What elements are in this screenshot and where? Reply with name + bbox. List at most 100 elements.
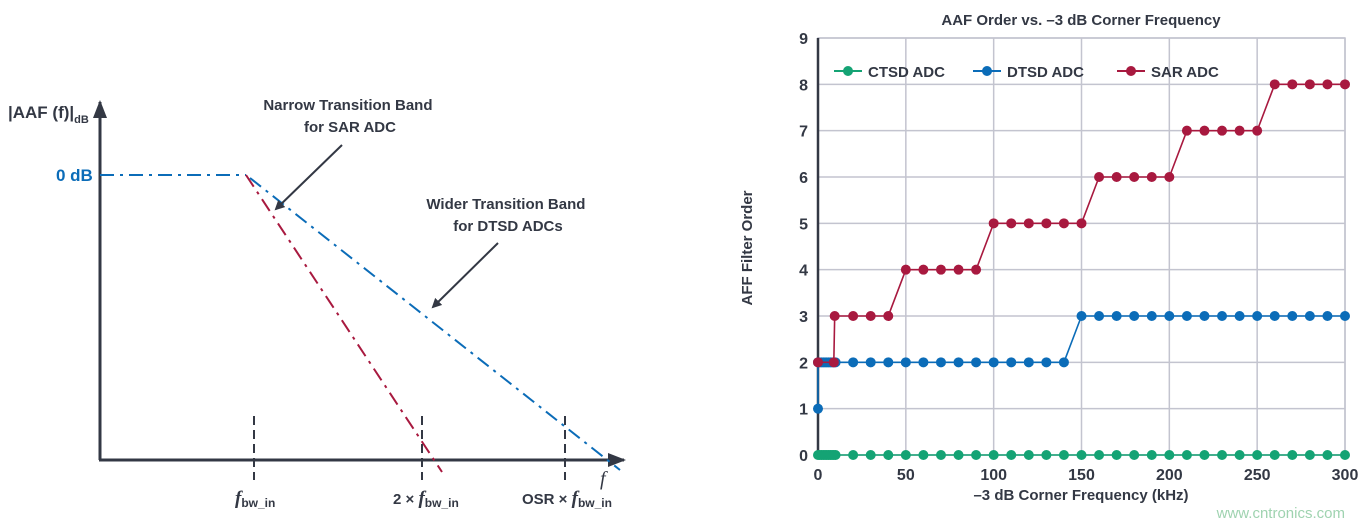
data-point <box>1322 450 1333 460</box>
data-point <box>830 450 841 460</box>
data-point <box>1129 172 1140 182</box>
aaf-order-chart: AAF Order vs. –3 dB Corner Frequency 0 1 2… <box>739 12 1358 504</box>
data-point <box>1076 311 1087 321</box>
data-point <box>1164 172 1175 182</box>
data-point <box>813 357 823 368</box>
data-point <box>953 450 964 460</box>
data-point <box>1076 218 1087 229</box>
series-sar-adc <box>813 79 1350 368</box>
y-tick-label: 5 <box>799 216 808 233</box>
wider-band-arrow <box>431 242 499 309</box>
data-point <box>1129 311 1140 321</box>
data-point <box>935 264 946 275</box>
x-tick-label: 50 <box>897 467 915 484</box>
legend-label: CTSD ADC <box>868 64 945 81</box>
data-point <box>1322 79 1333 90</box>
legend-item: SAR ADC <box>1117 64 1219 81</box>
data-point <box>1322 311 1333 321</box>
data-point <box>1006 357 1017 368</box>
tick-label-osr-fbw: OSR × fbw_in <box>522 488 612 510</box>
data-point <box>1217 450 1228 460</box>
data-point <box>1269 450 1280 460</box>
data-point <box>829 311 840 321</box>
chart-ticks: 0 1 2 3 4 5 6 7 8 9 0 50 100 150 200 250 300 <box>799 31 1358 484</box>
data-point <box>1129 450 1140 460</box>
y-tick-label: 2 <box>799 355 808 372</box>
data-point <box>1023 450 1034 460</box>
data-point <box>848 450 859 460</box>
data-point <box>883 311 894 321</box>
y-tick-label: 3 <box>799 309 808 326</box>
data-point <box>971 357 982 368</box>
x-tick-label: 250 <box>1244 467 1271 484</box>
data-point <box>988 357 999 368</box>
data-point <box>1146 172 1157 182</box>
legend-label: DTSD ADC <box>1007 64 1084 81</box>
data-point <box>1304 79 1315 90</box>
data-point <box>1287 311 1298 321</box>
legend-swatch-marker <box>843 66 853 76</box>
data-point <box>918 264 929 275</box>
series-ctsd-adc <box>813 450 1350 460</box>
data-point <box>1252 125 1263 136</box>
y-tick-label: 4 <box>799 263 808 280</box>
legend-label: SAR ADC <box>1151 64 1219 81</box>
data-point <box>1269 311 1280 321</box>
data-point <box>1287 79 1298 90</box>
data-point <box>1111 450 1122 460</box>
chart-legend: CTSD ADC DTSD ADC SAR ADC <box>834 64 1219 81</box>
y-axis-title: AFF Filter Order <box>739 190 756 305</box>
data-point <box>1094 450 1105 460</box>
x-tick-label: 150 <box>1068 467 1095 484</box>
data-point <box>1181 311 1192 321</box>
data-point <box>1076 450 1087 460</box>
data-point <box>1234 450 1245 460</box>
data-point <box>953 264 964 275</box>
data-point <box>918 450 929 460</box>
data-point <box>865 311 876 321</box>
data-point <box>1041 357 1052 368</box>
transition-band-diagram: |AAF (f)|dB 0 dB f fbw_in 2 × fbw_in OSR… <box>8 97 626 510</box>
data-point <box>953 357 964 368</box>
data-point <box>1217 125 1228 136</box>
data-point <box>1058 218 1069 229</box>
data-point <box>935 357 946 368</box>
data-point <box>918 357 929 368</box>
legend-item: DTSD ADC <box>973 64 1084 81</box>
data-point <box>1094 172 1105 182</box>
data-point <box>813 403 823 414</box>
data-point <box>988 450 999 460</box>
narrow-band-annotation: Narrow Transition Band for SAR ADC <box>263 97 436 136</box>
data-point <box>935 450 946 460</box>
data-point <box>1340 450 1350 460</box>
data-point <box>900 450 911 460</box>
data-point <box>900 357 911 368</box>
data-point <box>1006 218 1017 229</box>
data-point <box>1340 311 1350 321</box>
legend-swatch-marker <box>1126 66 1136 76</box>
data-point <box>1234 311 1245 321</box>
data-point <box>1111 172 1122 182</box>
data-point <box>1199 125 1210 136</box>
data-point <box>1006 450 1017 460</box>
watermark: www.cntronics.com <box>1216 505 1345 522</box>
data-point <box>900 264 911 275</box>
y-tick-label: 6 <box>799 170 808 187</box>
chart-title: AAF Order vs. –3 dB Corner Frequency <box>941 12 1221 29</box>
data-point <box>1181 450 1192 460</box>
x-tick-label: 300 <box>1332 467 1359 484</box>
data-point <box>1058 450 1069 460</box>
tick-label-fbw: fbw_in <box>235 488 275 510</box>
data-point <box>1023 218 1034 229</box>
zero-db-label: 0 dB <box>56 166 93 185</box>
chart-grid <box>816 37 1346 457</box>
data-point <box>865 357 876 368</box>
data-point <box>1058 357 1069 368</box>
data-point <box>883 450 894 460</box>
data-point <box>848 311 859 321</box>
data-point <box>1304 311 1315 321</box>
data-point <box>1023 357 1034 368</box>
data-point <box>1252 450 1263 460</box>
legend-swatch-marker <box>982 66 992 76</box>
